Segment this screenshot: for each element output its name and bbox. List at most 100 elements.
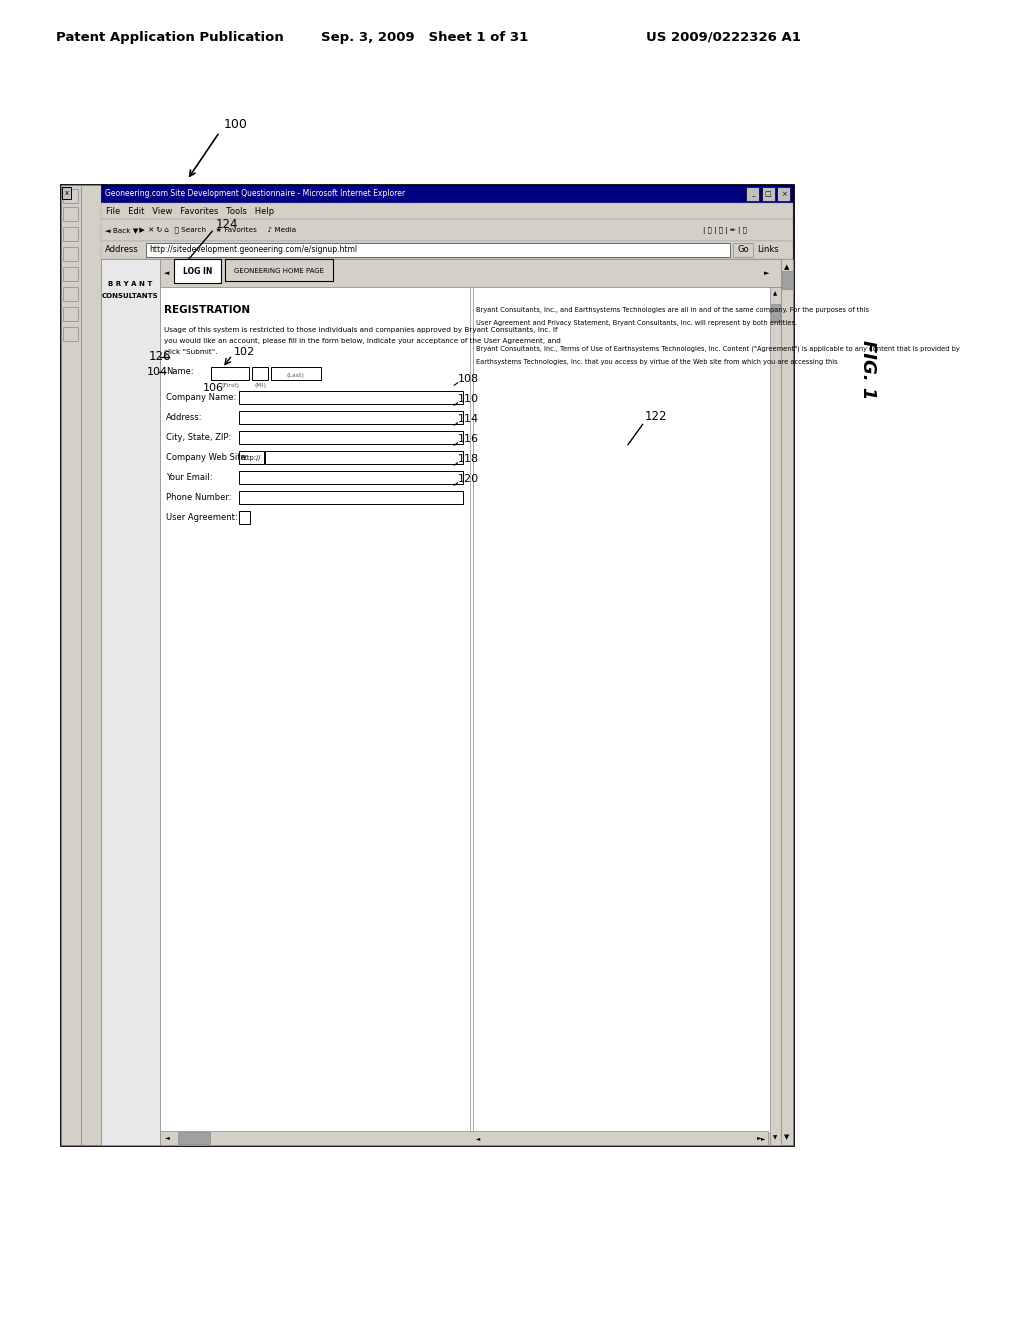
Text: Bryant Consultants, Inc., Terms of Use of Earthsystems Technologies, Inc. Conten: Bryant Consultants, Inc., Terms of Use o… bbox=[476, 346, 961, 352]
Text: User Agreement:: User Agreement: bbox=[166, 512, 238, 521]
Bar bbox=[63, 308, 78, 321]
Text: ↻: ↻ bbox=[154, 227, 162, 234]
Bar bbox=[239, 511, 250, 524]
Text: 106: 106 bbox=[203, 383, 223, 393]
Text: User Agreement and Privacy Statement, Bryant Consultants, Inc. will represent by: User Agreement and Privacy Statement, Br… bbox=[476, 319, 798, 326]
Text: Your Email:: Your Email: bbox=[166, 473, 213, 482]
Bar bbox=[101, 219, 794, 242]
Bar bbox=[473, 286, 781, 1144]
Bar bbox=[212, 367, 250, 380]
Bar bbox=[733, 243, 753, 257]
Bar bbox=[239, 432, 463, 444]
Text: 118: 118 bbox=[458, 454, 479, 465]
Text: http://: http:// bbox=[241, 455, 261, 461]
Text: B R Y A N T: B R Y A N T bbox=[108, 281, 153, 286]
Text: x: x bbox=[65, 190, 69, 195]
Text: http://sitedevelopment.geoneering.com/e/signup.html: http://sitedevelopment.geoneering.com/e/… bbox=[150, 246, 357, 255]
Bar bbox=[239, 391, 463, 404]
Text: _: _ bbox=[751, 191, 755, 197]
Bar bbox=[101, 185, 794, 203]
Text: 108: 108 bbox=[458, 374, 479, 384]
Text: ◄: ◄ bbox=[164, 271, 169, 276]
Bar bbox=[63, 327, 78, 341]
Text: 122: 122 bbox=[644, 411, 667, 424]
Text: US 2009/0222326 A1: US 2009/0222326 A1 bbox=[646, 30, 801, 44]
Bar bbox=[63, 207, 78, 220]
Bar bbox=[252, 367, 268, 380]
Bar bbox=[265, 451, 463, 465]
Text: ◄: ◄ bbox=[165, 1135, 170, 1140]
Text: Earthsystems Technologies, Inc. that you access by virtue of the Web site from w: Earthsystems Technologies, Inc. that you… bbox=[476, 359, 838, 366]
Bar bbox=[63, 286, 78, 301]
Bar bbox=[101, 259, 781, 1144]
Text: Sep. 3, 2009   Sheet 1 of 31: Sep. 3, 2009 Sheet 1 of 31 bbox=[321, 30, 528, 44]
Text: ►: ► bbox=[764, 271, 769, 276]
Bar bbox=[762, 187, 774, 201]
Text: Go: Go bbox=[737, 246, 749, 255]
Text: ▲: ▲ bbox=[784, 264, 790, 271]
Text: Bryant Consultants, Inc., and Earthsystems Technologies are all in and of the sa: Bryant Consultants, Inc., and Earthsyste… bbox=[476, 308, 869, 313]
Bar bbox=[473, 1133, 770, 1144]
Bar bbox=[81, 185, 101, 1144]
Bar bbox=[101, 203, 794, 219]
Text: Address:: Address: bbox=[166, 412, 203, 421]
Bar bbox=[777, 187, 790, 201]
Text: 102: 102 bbox=[234, 347, 255, 356]
Text: ★ Favorites: ★ Favorites bbox=[211, 227, 256, 234]
Bar bbox=[160, 286, 470, 1144]
Text: ▶: ▶ bbox=[137, 227, 145, 234]
Text: 120: 120 bbox=[458, 474, 479, 484]
Text: 124: 124 bbox=[216, 218, 239, 231]
Text: □: □ bbox=[765, 191, 771, 197]
Text: Patent Application Publication: Patent Application Publication bbox=[56, 30, 284, 44]
Bar bbox=[746, 187, 759, 201]
Text: REGISTRATION: REGISTRATION bbox=[165, 305, 251, 315]
Bar bbox=[770, 286, 781, 1144]
Text: ♪ Media: ♪ Media bbox=[263, 227, 297, 234]
Text: ▲: ▲ bbox=[773, 292, 777, 297]
Text: ✕: ✕ bbox=[145, 227, 154, 234]
Bar bbox=[63, 267, 78, 281]
Text: | 📧 | 🖨 | ✏ | ❓: | 📧 | 🖨 | ✏ | ❓ bbox=[703, 227, 746, 234]
Bar bbox=[174, 259, 221, 282]
Text: Company Web Site:: Company Web Site: bbox=[166, 453, 249, 462]
Text: LOG IN: LOG IN bbox=[183, 267, 213, 276]
Bar bbox=[160, 259, 781, 286]
Text: 🔍 Search: 🔍 Search bbox=[170, 227, 206, 234]
Text: Links: Links bbox=[758, 246, 779, 255]
Bar bbox=[63, 247, 78, 261]
Text: (Last): (Last) bbox=[287, 372, 304, 378]
Text: 114: 114 bbox=[458, 414, 479, 424]
Text: 104: 104 bbox=[146, 367, 168, 378]
Text: (MI): (MI) bbox=[254, 384, 266, 388]
Text: 100: 100 bbox=[223, 119, 247, 132]
Text: 126: 126 bbox=[148, 351, 171, 363]
Text: ◄: ◄ bbox=[476, 1137, 480, 1142]
Text: ▼: ▼ bbox=[784, 1134, 790, 1140]
Text: Name:: Name: bbox=[166, 367, 194, 376]
Bar bbox=[781, 259, 794, 1144]
Bar bbox=[771, 304, 780, 322]
Text: you would like an account, please fill in the form below, indicate your acceptan: you would like an account, please fill i… bbox=[165, 338, 561, 345]
Text: Geoneering.com Site Development Questionnaire - Microsoft Internet Explorer: Geoneering.com Site Development Question… bbox=[104, 190, 404, 198]
Bar bbox=[239, 471, 463, 484]
Bar bbox=[146, 243, 730, 257]
Bar bbox=[225, 259, 334, 281]
Text: Company Name:: Company Name: bbox=[166, 392, 237, 401]
Bar bbox=[63, 227, 78, 242]
Text: ▼: ▼ bbox=[773, 1135, 777, 1140]
Text: ⌂: ⌂ bbox=[162, 227, 169, 234]
Bar bbox=[101, 242, 794, 259]
Bar bbox=[239, 411, 463, 424]
Text: 110: 110 bbox=[458, 393, 479, 404]
Text: 116: 116 bbox=[458, 434, 479, 444]
Bar bbox=[781, 271, 793, 289]
Bar bbox=[160, 1131, 768, 1144]
Bar bbox=[63, 189, 78, 203]
Text: CONSULTANTS: CONSULTANTS bbox=[101, 293, 159, 300]
Bar bbox=[178, 1133, 210, 1144]
Text: City, State, ZIP:: City, State, ZIP: bbox=[166, 433, 231, 441]
Bar bbox=[239, 451, 264, 465]
Text: FIG. 1: FIG. 1 bbox=[858, 341, 877, 400]
Text: click "Submit".: click "Submit". bbox=[165, 348, 218, 355]
